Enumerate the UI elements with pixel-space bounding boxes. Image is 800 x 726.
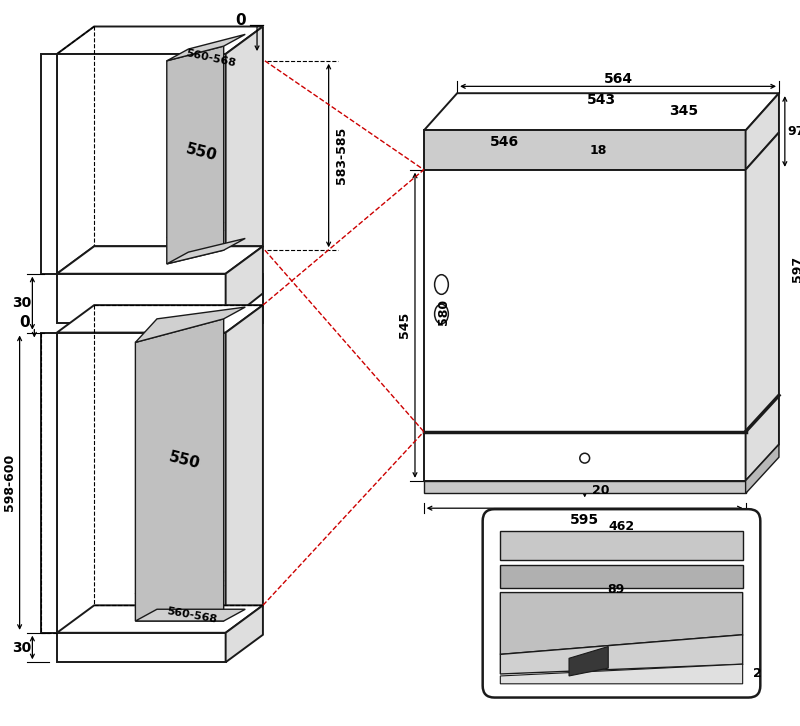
Text: 595: 595 bbox=[570, 513, 599, 527]
Text: 462: 462 bbox=[608, 521, 634, 534]
Text: 546: 546 bbox=[490, 135, 519, 150]
Text: 564: 564 bbox=[603, 73, 633, 86]
Text: 20: 20 bbox=[592, 484, 609, 497]
Polygon shape bbox=[42, 333, 57, 633]
Polygon shape bbox=[424, 432, 746, 481]
Ellipse shape bbox=[434, 274, 448, 294]
Circle shape bbox=[580, 453, 590, 463]
Polygon shape bbox=[57, 305, 263, 333]
Polygon shape bbox=[166, 34, 246, 61]
Text: 30: 30 bbox=[12, 640, 31, 655]
Polygon shape bbox=[166, 46, 224, 264]
Polygon shape bbox=[135, 319, 224, 621]
Polygon shape bbox=[569, 647, 608, 676]
Polygon shape bbox=[424, 131, 746, 170]
Polygon shape bbox=[135, 609, 246, 621]
Text: 560-568: 560-568 bbox=[166, 605, 218, 624]
Polygon shape bbox=[424, 93, 779, 131]
Text: 0: 0 bbox=[19, 315, 30, 330]
Polygon shape bbox=[57, 54, 226, 274]
Polygon shape bbox=[57, 274, 263, 323]
Polygon shape bbox=[57, 246, 263, 274]
Polygon shape bbox=[166, 238, 246, 264]
Polygon shape bbox=[424, 170, 746, 432]
Polygon shape bbox=[42, 54, 57, 274]
Text: 97: 97 bbox=[787, 125, 800, 138]
Text: 550: 550 bbox=[184, 141, 218, 163]
Polygon shape bbox=[226, 246, 263, 323]
Polygon shape bbox=[226, 305, 263, 633]
Polygon shape bbox=[57, 26, 263, 54]
Text: 89: 89 bbox=[607, 583, 625, 596]
Polygon shape bbox=[746, 444, 779, 494]
FancyBboxPatch shape bbox=[482, 509, 760, 698]
Text: 560-568: 560-568 bbox=[185, 48, 237, 68]
Polygon shape bbox=[746, 132, 779, 481]
Text: 597: 597 bbox=[791, 256, 800, 282]
Ellipse shape bbox=[434, 304, 448, 324]
Polygon shape bbox=[500, 531, 742, 560]
Polygon shape bbox=[500, 565, 742, 587]
Polygon shape bbox=[57, 246, 263, 274]
Text: 583-585: 583-585 bbox=[335, 126, 348, 184]
Polygon shape bbox=[226, 605, 263, 662]
Polygon shape bbox=[746, 93, 779, 170]
Polygon shape bbox=[500, 664, 742, 684]
Text: 345: 345 bbox=[670, 104, 698, 118]
Polygon shape bbox=[226, 26, 263, 274]
Text: 543: 543 bbox=[587, 93, 616, 107]
Text: 18: 18 bbox=[590, 144, 607, 157]
Text: 2: 2 bbox=[753, 667, 762, 680]
Text: 0: 0 bbox=[235, 13, 246, 28]
Polygon shape bbox=[500, 635, 742, 674]
Polygon shape bbox=[57, 633, 226, 662]
Text: 545: 545 bbox=[398, 311, 410, 338]
Text: 550: 550 bbox=[167, 449, 202, 471]
Polygon shape bbox=[57, 605, 263, 633]
Polygon shape bbox=[57, 333, 226, 633]
Polygon shape bbox=[500, 592, 742, 654]
Text: 30: 30 bbox=[12, 296, 31, 310]
Polygon shape bbox=[135, 307, 246, 343]
Polygon shape bbox=[424, 481, 746, 494]
Text: 580: 580 bbox=[437, 299, 450, 325]
Text: 598-600: 598-600 bbox=[3, 454, 16, 511]
